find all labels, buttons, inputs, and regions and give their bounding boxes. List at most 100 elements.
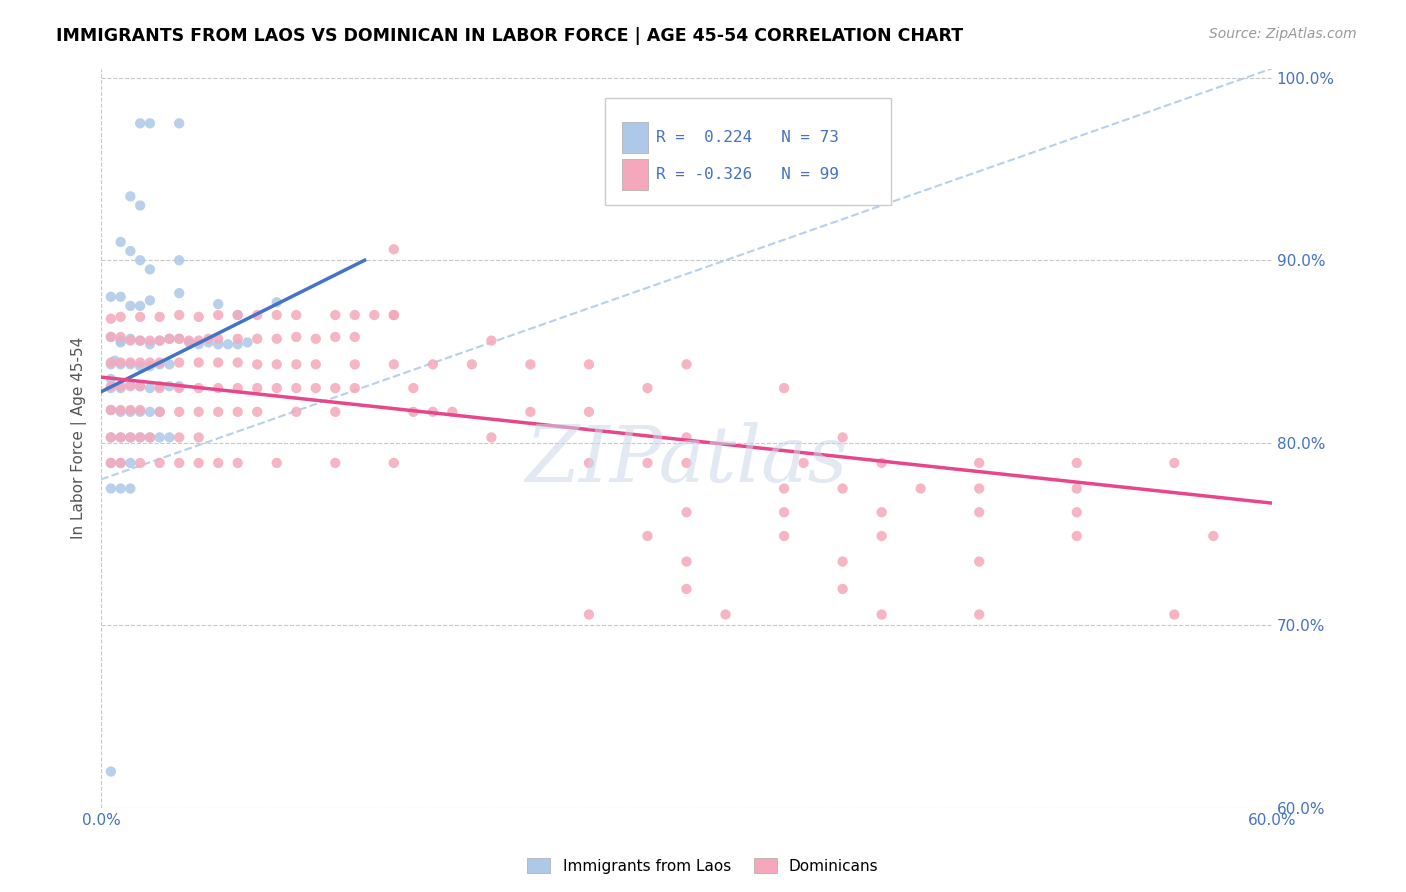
Point [139, 405, 162, 419]
Point [100, 381, 122, 395]
Point [149, 381, 172, 395]
Point [159, 379, 181, 393]
Point [519, 405, 541, 419]
Point [120, 299, 142, 313]
Point [139, 430, 162, 444]
Point [285, 357, 308, 371]
Point [323, 456, 346, 470]
Point [187, 430, 209, 444]
FancyBboxPatch shape [605, 98, 891, 205]
Point [323, 381, 346, 395]
Point [479, 430, 502, 444]
Point [637, 381, 659, 395]
Point [187, 381, 209, 395]
Point [831, 482, 853, 496]
Point [129, 456, 152, 470]
Point [129, 379, 152, 393]
Point [129, 430, 152, 444]
Point [167, 286, 190, 301]
Point [187, 355, 209, 369]
Point [246, 357, 269, 371]
Point [967, 456, 990, 470]
Point [207, 337, 229, 351]
Point [578, 456, 600, 470]
Point [266, 308, 288, 322]
Point [100, 372, 122, 386]
Legend: Immigrants from Laos, Dominicans: Immigrants from Laos, Dominicans [522, 852, 884, 880]
Point [110, 330, 132, 344]
Point [578, 607, 600, 622]
Point [382, 242, 405, 256]
Point [110, 456, 132, 470]
Point [675, 357, 697, 371]
Bar [621, 122, 648, 153]
Point [1066, 482, 1088, 496]
Point [305, 332, 328, 346]
Point [870, 456, 893, 470]
Point [110, 334, 132, 348]
Point [266, 381, 288, 395]
Point [159, 332, 181, 346]
Point [285, 405, 308, 419]
Point [967, 555, 990, 569]
Point [120, 430, 142, 444]
Point [110, 355, 132, 369]
Point [402, 381, 425, 395]
Point [305, 381, 328, 395]
Point [129, 355, 152, 369]
Point [285, 381, 308, 395]
Point [578, 405, 600, 419]
Point [100, 456, 122, 470]
Point [149, 357, 172, 371]
Point [100, 403, 122, 417]
Point [167, 456, 190, 470]
Point [149, 379, 172, 393]
Point [422, 405, 444, 419]
Point [139, 262, 162, 277]
Point [1066, 456, 1088, 470]
Point [637, 456, 659, 470]
Point [217, 337, 239, 351]
Point [129, 334, 152, 348]
Point [139, 293, 162, 308]
Point [129, 405, 152, 419]
Point [226, 405, 249, 419]
Point [266, 456, 288, 470]
Point [110, 403, 132, 417]
Point [167, 253, 190, 268]
Point [187, 337, 209, 351]
Point [139, 337, 162, 351]
Point [207, 332, 229, 346]
Point [187, 456, 209, 470]
Point [139, 359, 162, 374]
Point [110, 482, 132, 496]
Point [305, 357, 328, 371]
Point [831, 555, 853, 569]
Point [207, 405, 229, 419]
Point [226, 355, 249, 369]
Point [714, 607, 737, 622]
Text: ZIPatlas: ZIPatlas [526, 422, 848, 499]
Point [197, 335, 219, 350]
Point [129, 253, 152, 268]
Point [104, 353, 127, 368]
Point [831, 582, 853, 596]
Point [187, 405, 209, 419]
Point [382, 308, 405, 322]
Point [167, 379, 190, 393]
Point [120, 355, 142, 369]
Point [120, 482, 142, 496]
Point [100, 430, 122, 444]
Point [967, 607, 990, 622]
Point [167, 332, 190, 346]
Point [100, 764, 122, 779]
Point [129, 379, 152, 393]
Point [870, 505, 893, 519]
Point [207, 308, 229, 322]
Point [363, 308, 385, 322]
Point [177, 334, 200, 348]
Point [226, 332, 249, 346]
Y-axis label: In Labor Force | Age 45-54: In Labor Force | Age 45-54 [72, 337, 87, 540]
Point [226, 337, 249, 351]
Point [343, 308, 366, 322]
